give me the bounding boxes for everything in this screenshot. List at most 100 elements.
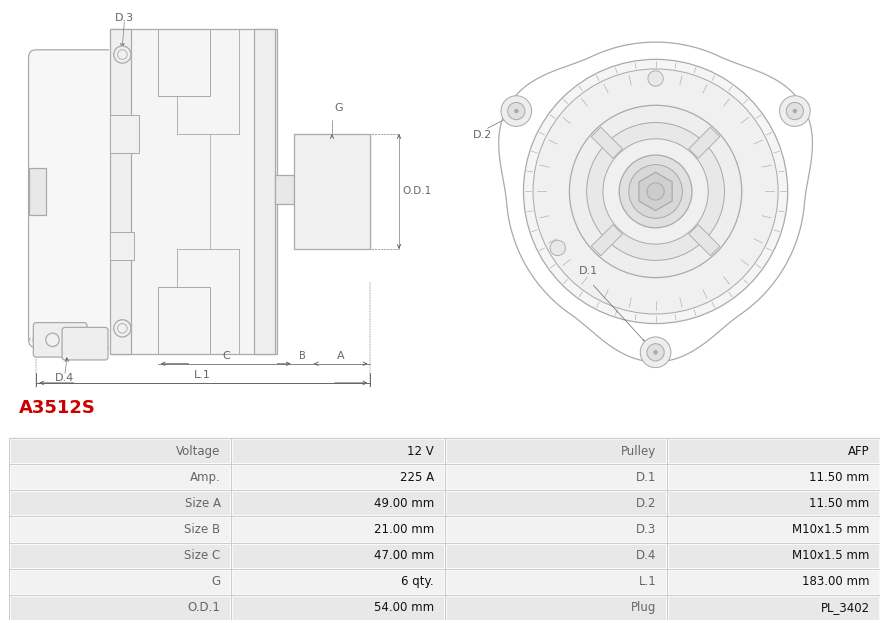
- Text: Plug: Plug: [631, 601, 656, 614]
- Bar: [9, 438, 880, 621]
- Text: D.3: D.3: [115, 14, 134, 24]
- Circle shape: [524, 59, 788, 323]
- Bar: [231, 543, 444, 569]
- Text: G: G: [212, 575, 220, 588]
- Text: G: G: [334, 103, 342, 113]
- Polygon shape: [689, 127, 720, 158]
- Circle shape: [603, 139, 709, 244]
- Bar: [444, 543, 667, 569]
- Bar: [667, 543, 880, 569]
- Polygon shape: [591, 127, 622, 158]
- Text: A3512S: A3512S: [20, 399, 96, 417]
- Bar: [9, 490, 231, 516]
- Circle shape: [780, 96, 810, 126]
- Bar: [9, 543, 231, 569]
- Text: M10x1.5 mm: M10x1.5 mm: [792, 523, 869, 536]
- Text: D.4: D.4: [55, 373, 75, 383]
- Circle shape: [550, 240, 565, 255]
- Text: D.1: D.1: [579, 265, 598, 276]
- Text: D.2: D.2: [636, 497, 656, 510]
- Text: Size A: Size A: [185, 497, 220, 510]
- Circle shape: [570, 105, 741, 278]
- Bar: [110, 29, 277, 354]
- Bar: [444, 464, 667, 490]
- Text: Size C: Size C: [184, 549, 220, 562]
- Bar: [444, 516, 667, 543]
- Bar: [9, 438, 231, 464]
- Text: PL_3402: PL_3402: [821, 601, 869, 614]
- Bar: [667, 438, 880, 464]
- Bar: [444, 595, 667, 621]
- Polygon shape: [689, 225, 720, 256]
- Circle shape: [587, 123, 725, 260]
- Text: 49.00 mm: 49.00 mm: [373, 497, 434, 510]
- Text: L.1: L.1: [195, 370, 212, 380]
- Text: A: A: [337, 351, 344, 361]
- Bar: [231, 569, 444, 595]
- Text: 183.00 mm: 183.00 mm: [802, 575, 869, 588]
- Bar: [667, 516, 880, 543]
- Circle shape: [501, 96, 532, 126]
- Text: D.3: D.3: [636, 523, 656, 536]
- Circle shape: [640, 337, 671, 368]
- Bar: [444, 569, 667, 595]
- Bar: [28, 168, 46, 216]
- Text: M10x1.5 mm: M10x1.5 mm: [792, 549, 869, 562]
- Text: 47.00 mm: 47.00 mm: [373, 549, 434, 562]
- FancyBboxPatch shape: [62, 328, 108, 360]
- Bar: [9, 595, 231, 621]
- Circle shape: [515, 109, 518, 113]
- Bar: [444, 490, 667, 516]
- Bar: [9, 464, 231, 490]
- Text: O.D.1: O.D.1: [402, 186, 431, 196]
- Text: 21.00 mm: 21.00 mm: [373, 523, 434, 536]
- Text: 225 A: 225 A: [400, 471, 434, 483]
- Bar: [110, 29, 131, 354]
- Bar: [231, 464, 444, 490]
- Text: 6 qty.: 6 qty.: [402, 575, 434, 588]
- Bar: [110, 115, 139, 153]
- Bar: [253, 29, 275, 354]
- Circle shape: [114, 46, 131, 63]
- Text: O.D.1: O.D.1: [188, 601, 220, 614]
- Circle shape: [629, 164, 683, 218]
- Circle shape: [653, 350, 658, 354]
- Text: 54.00 mm: 54.00 mm: [374, 601, 434, 614]
- Text: D.1: D.1: [636, 471, 656, 483]
- Circle shape: [647, 344, 664, 361]
- Circle shape: [508, 102, 525, 120]
- Circle shape: [648, 71, 663, 86]
- Circle shape: [114, 320, 131, 337]
- Bar: [275, 175, 293, 204]
- Text: 11.50 mm: 11.50 mm: [809, 497, 869, 510]
- Bar: [667, 595, 880, 621]
- Bar: [110, 232, 134, 260]
- Circle shape: [46, 333, 60, 346]
- Text: D.4: D.4: [636, 549, 656, 562]
- Text: Voltage: Voltage: [176, 445, 220, 457]
- Circle shape: [533, 69, 778, 314]
- Text: 11.50 mm: 11.50 mm: [809, 471, 869, 483]
- Text: 12 V: 12 V: [407, 445, 434, 457]
- Bar: [231, 438, 444, 464]
- Bar: [444, 438, 667, 464]
- Bar: [9, 516, 231, 543]
- Text: B: B: [299, 351, 306, 361]
- Bar: [667, 569, 880, 595]
- Text: Size B: Size B: [185, 523, 220, 536]
- Circle shape: [620, 155, 692, 228]
- Text: Pulley: Pulley: [621, 445, 656, 457]
- Bar: [231, 490, 444, 516]
- Text: C: C: [222, 351, 229, 361]
- Circle shape: [786, 102, 804, 120]
- Bar: [9, 569, 231, 595]
- Circle shape: [647, 183, 664, 200]
- Bar: [667, 490, 880, 516]
- FancyBboxPatch shape: [28, 50, 135, 348]
- Text: D.2: D.2: [473, 130, 493, 140]
- Polygon shape: [639, 173, 672, 211]
- Circle shape: [793, 109, 797, 113]
- Text: AFP: AFP: [848, 445, 869, 457]
- Text: L.1: L.1: [638, 575, 656, 588]
- Bar: [293, 134, 371, 249]
